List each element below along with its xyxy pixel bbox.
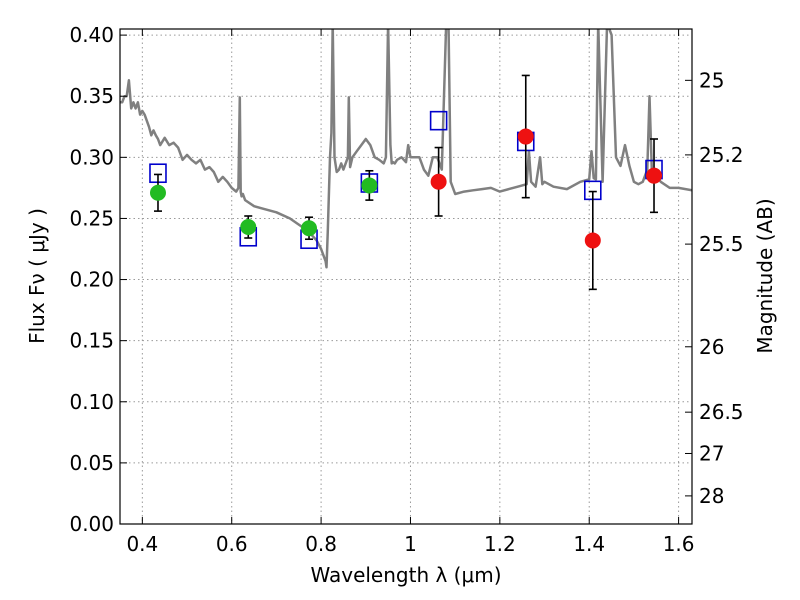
y-tick-label: 0.40 — [69, 23, 114, 47]
observed-photometry-point — [646, 167, 663, 184]
y-tick-label: 0.35 — [69, 84, 114, 108]
x-tick-label: 0.6 — [216, 532, 248, 556]
x-tick-label: 1.2 — [484, 532, 516, 556]
grid-lines — [120, 29, 692, 525]
observed-photometry-point — [517, 128, 534, 145]
x-tick-label: 1 — [404, 532, 417, 556]
right-tick-label: 25 — [699, 68, 724, 92]
x-tick-label: 1.6 — [663, 532, 695, 556]
spectrum-line — [120, 29, 692, 269]
model-photometry-square — [429, 110, 448, 131]
y-tick-label: 0.15 — [69, 329, 114, 353]
x-tick-label: 0.4 — [126, 532, 158, 556]
x-tick-label: 1.4 — [573, 532, 605, 556]
right-tick-label: 28 — [699, 484, 724, 508]
y-axis-label: Flux Fν ( μJy ) — [25, 208, 49, 344]
right-tick-label: 27 — [699, 441, 724, 465]
observed-photometry-point — [361, 177, 378, 194]
data-markers — [149, 74, 663, 291]
y-tick-label: 0.00 — [69, 512, 114, 536]
plot-frame — [119, 28, 693, 525]
x-axis-label: Wavelength λ (μm) — [310, 563, 501, 587]
y-tick-label: 0.30 — [69, 145, 114, 169]
y-tick-label: 0.10 — [69, 390, 114, 414]
right-tick-label: 25.2 — [699, 143, 744, 167]
observed-photometry-point — [430, 173, 447, 190]
observed-photometry-point — [584, 232, 601, 249]
y-tick-label: 0.25 — [69, 206, 114, 230]
model-spectrum — [120, 29, 692, 269]
right-tick-label: 25.5 — [699, 232, 744, 256]
y-tick-label: 0.05 — [69, 451, 114, 475]
y-tick-label: 0.20 — [69, 268, 114, 292]
right-tick-label: 26 — [699, 335, 724, 359]
observed-photometry-point — [149, 184, 166, 201]
right-tick-label: 26.5 — [699, 400, 744, 424]
observed-photometry-point — [301, 220, 318, 237]
observed-photometry-point — [240, 219, 257, 235]
x-tick-label: 0.8 — [305, 532, 337, 556]
right-axis-label: Magnitude (AB) — [753, 198, 777, 353]
axis-ticks: 0.4 0.6 0.8 1 1.2 1.4 1.6 0.00 0.05 0.10 0.15 0.20 0… — [69, 23, 743, 556]
